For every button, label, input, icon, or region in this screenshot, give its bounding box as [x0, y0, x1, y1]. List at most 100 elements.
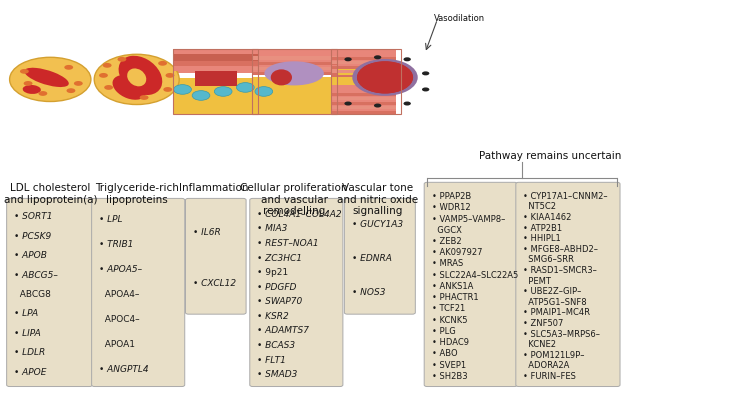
Text: • IL6R: • IL6R — [193, 228, 221, 237]
Bar — [331, 86, 396, 114]
Text: • SH2B3: • SH2B3 — [432, 371, 467, 380]
Bar — [331, 107, 396, 110]
Text: • SLC5A3–MRPS6–: • SLC5A3–MRPS6– — [523, 329, 600, 338]
Text: • 9p21: • 9p21 — [257, 267, 288, 276]
Text: • CXCL12: • CXCL12 — [193, 279, 236, 288]
Circle shape — [74, 82, 83, 87]
Text: APOA4–: APOA4– — [99, 289, 140, 298]
Text: • ADAMTS7: • ADAMTS7 — [257, 326, 309, 334]
Text: Vascular tone
and nitric oxide
signalling: Vascular tone and nitric oxide signallin… — [337, 182, 418, 216]
Ellipse shape — [118, 57, 163, 96]
Ellipse shape — [94, 55, 180, 105]
Circle shape — [38, 92, 47, 97]
Circle shape — [67, 89, 75, 94]
Text: LDL cholesterol
and lipoprotein(a): LDL cholesterol and lipoprotein(a) — [4, 182, 97, 204]
Text: • SMAD3: • SMAD3 — [257, 369, 298, 378]
Ellipse shape — [127, 69, 146, 87]
FancyBboxPatch shape — [7, 199, 92, 387]
Text: • REST–NOA1: • REST–NOA1 — [257, 238, 319, 247]
Text: • PLG: • PLG — [432, 326, 455, 335]
Text: • LIPA: • LIPA — [14, 328, 41, 337]
Text: • COL4A1–COL4A2: • COL4A1–COL4A2 — [257, 209, 342, 218]
Text: • POM121L9P–: • POM121L9P– — [523, 350, 585, 359]
Text: • MIA3: • MIA3 — [257, 224, 287, 233]
Circle shape — [255, 87, 273, 97]
Text: • HHIPL1: • HHIPL1 — [523, 234, 561, 243]
Bar — [331, 71, 396, 74]
Bar — [331, 58, 396, 61]
Ellipse shape — [357, 62, 413, 94]
Text: • SWAP70: • SWAP70 — [257, 296, 302, 306]
Circle shape — [236, 83, 254, 93]
Text: Triglyceride-rich
lipoproteins: Triglyceride-rich lipoproteins — [95, 182, 179, 204]
FancyBboxPatch shape — [344, 199, 415, 314]
Bar — [331, 50, 401, 114]
Circle shape — [103, 64, 112, 69]
Circle shape — [214, 87, 232, 97]
Text: • WDR12: • WDR12 — [432, 203, 470, 212]
Text: • AK097927: • AK097927 — [432, 247, 482, 257]
Text: • PDGFD: • PDGFD — [257, 282, 296, 291]
Bar — [331, 67, 396, 69]
Bar — [251, 73, 337, 76]
Text: Vasodilation: Vasodilation — [434, 14, 485, 22]
Text: • EDNRA: • EDNRA — [352, 253, 392, 262]
Circle shape — [422, 88, 429, 92]
Text: • MRAS: • MRAS — [432, 259, 463, 268]
Text: • APOA5–: • APOA5– — [99, 264, 142, 273]
FancyBboxPatch shape — [173, 65, 259, 72]
Circle shape — [99, 74, 108, 79]
Text: • ATP2B1: • ATP2B1 — [523, 223, 562, 232]
Text: • APOB: • APOB — [14, 251, 47, 259]
Text: • GUCY1A3: • GUCY1A3 — [352, 219, 403, 228]
Bar — [331, 75, 396, 78]
Circle shape — [374, 56, 381, 60]
Text: • KSR2: • KSR2 — [257, 311, 289, 320]
Text: • PHACTR1: • PHACTR1 — [432, 292, 478, 302]
Text: • ABO: • ABO — [432, 348, 457, 357]
Text: • MFGE8–ABHD2–: • MFGE8–ABHD2– — [523, 244, 598, 253]
Circle shape — [64, 66, 73, 71]
Text: • ANKS1A: • ANKS1A — [432, 281, 473, 290]
Text: • APOE: • APOE — [14, 367, 47, 376]
Text: PEMT: PEMT — [523, 276, 551, 285]
Text: • SLC22A4–SLC22A5: • SLC22A4–SLC22A5 — [432, 270, 518, 279]
Text: SMG6–SRR: SMG6–SRR — [523, 255, 574, 264]
Ellipse shape — [265, 62, 324, 86]
Circle shape — [344, 102, 352, 106]
Circle shape — [140, 96, 149, 101]
Circle shape — [403, 58, 411, 62]
Text: • KIAA1462: • KIAA1462 — [523, 213, 571, 221]
Text: APOA1: APOA1 — [99, 339, 135, 348]
FancyBboxPatch shape — [516, 183, 620, 387]
Text: • KCNK5: • KCNK5 — [432, 315, 467, 324]
Text: GGCX: GGCX — [432, 225, 461, 234]
Text: • UBE2Z–GIP–: • UBE2Z–GIP– — [523, 287, 582, 296]
Text: • FURIN–FES: • FURIN–FES — [523, 371, 576, 380]
Bar — [251, 63, 337, 66]
Circle shape — [20, 70, 29, 75]
Bar — [331, 62, 396, 65]
Bar — [251, 57, 337, 61]
Text: • SVEP1: • SVEP1 — [432, 360, 466, 369]
Text: • LPA: • LPA — [14, 309, 38, 318]
Ellipse shape — [357, 62, 413, 94]
Text: NT5C2: NT5C2 — [523, 202, 556, 211]
Circle shape — [374, 104, 381, 108]
Text: • TCF21: • TCF21 — [432, 304, 465, 313]
Circle shape — [166, 74, 174, 79]
Ellipse shape — [270, 70, 292, 86]
Ellipse shape — [353, 60, 418, 97]
Text: • PCSK9: • PCSK9 — [14, 231, 51, 240]
Text: • LDLR: • LDLR — [14, 347, 45, 356]
Text: Inflammation: Inflammation — [179, 182, 248, 192]
Bar — [251, 50, 337, 114]
Text: • ZNF507: • ZNF507 — [523, 318, 564, 327]
Text: • ZEB2: • ZEB2 — [432, 237, 461, 245]
Text: • PPAP2B: • PPAP2B — [432, 192, 471, 200]
FancyBboxPatch shape — [173, 55, 259, 62]
Text: • VAMP5–VAMP8–: • VAMP5–VAMP8– — [432, 214, 505, 223]
Text: ADORA2A: ADORA2A — [523, 360, 570, 370]
Circle shape — [422, 72, 429, 76]
Text: • TRIB1: • TRIB1 — [99, 239, 134, 248]
